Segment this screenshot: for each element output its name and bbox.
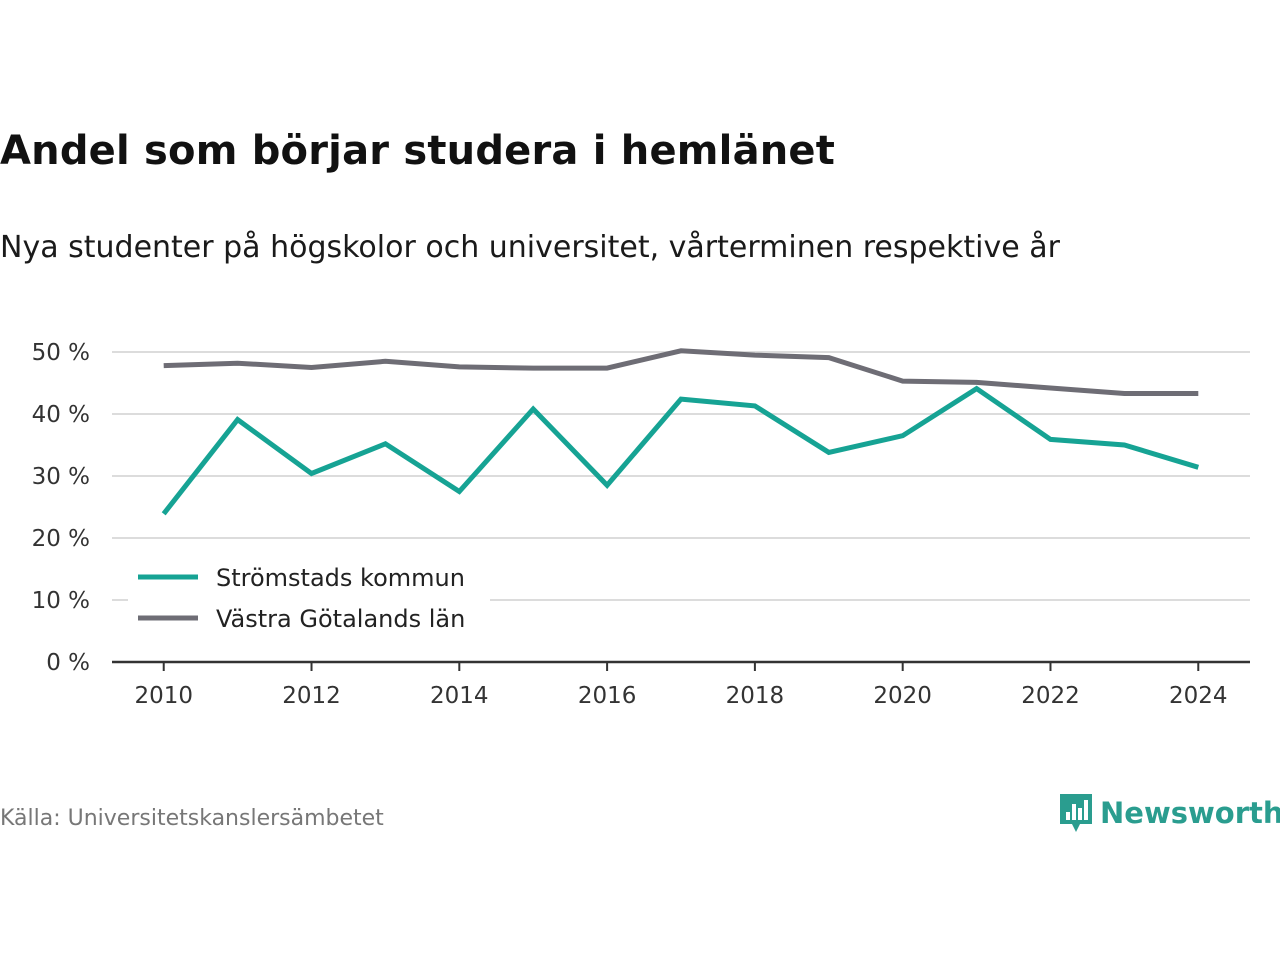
y-tick-label: 40 % bbox=[32, 402, 90, 428]
y-tick-label: 0 % bbox=[46, 650, 90, 676]
legend-label: Strömstads kommun bbox=[216, 564, 465, 592]
line-chart: 0 % 10 % 20 % 30 % 40 % 50 % 2010 2012 2014 2016… bbox=[32, 340, 1250, 709]
x-tick-label: 2016 bbox=[578, 683, 637, 709]
y-tick-label: 20 % bbox=[32, 526, 90, 552]
x-tick-label: 2014 bbox=[430, 683, 489, 709]
grid-lines: 0 % 10 % 20 % 30 % 40 % 50 % bbox=[32, 340, 1250, 676]
y-tick-label: 10 % bbox=[32, 588, 90, 614]
y-tick-label: 50 % bbox=[32, 340, 90, 366]
brand-name: Newsworthy bbox=[1100, 796, 1280, 830]
x-tick-label: 2018 bbox=[726, 683, 785, 709]
x-tick-label: 2012 bbox=[282, 683, 341, 709]
x-tick-label: 2024 bbox=[1169, 683, 1228, 709]
x-axis: 2010 2012 2014 2016 2018 2020 2022 2024 bbox=[112, 660, 1250, 709]
y-tick-label: 30 % bbox=[32, 464, 90, 490]
brand-logo: Newsworthy bbox=[1058, 790, 1280, 836]
legend: Strömstads kommun Västra Götalands län bbox=[128, 556, 490, 640]
series-lines bbox=[161, 348, 1200, 516]
source-note: Källa: Universitetskanslersämbetet bbox=[0, 806, 384, 831]
legend-background bbox=[128, 556, 490, 640]
x-tick-label: 2020 bbox=[873, 683, 932, 709]
chart-title: Andel som börjar studera i hemlänet bbox=[0, 128, 836, 174]
legend-label: Västra Götalands län bbox=[216, 605, 465, 633]
series-line-stromstad bbox=[161, 385, 1200, 516]
newsworthy-logo-icon bbox=[1060, 794, 1092, 832]
series-line-vastra-gotaland bbox=[163, 348, 1199, 396]
x-tick-label: 2022 bbox=[1021, 683, 1080, 709]
chart-subtitle: Nya studenter på högskolor och universit… bbox=[0, 230, 1060, 265]
x-tick-label: 2010 bbox=[134, 683, 193, 709]
